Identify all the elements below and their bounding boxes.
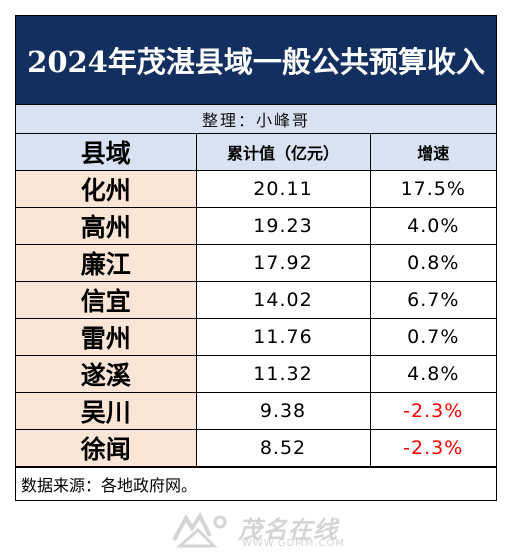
region-cell: 高州 xyxy=(16,207,197,245)
watermark-url: WWW.GDMM.COM xyxy=(242,538,346,549)
value-cell: 8.52 xyxy=(195,429,371,467)
column-header-region: 县域 xyxy=(16,134,197,171)
table-row: 徐闻 8.52 -2.3% xyxy=(16,429,496,467)
growth-cell: 4.8% xyxy=(369,355,496,393)
column-header-value: 累计值（亿元） xyxy=(195,134,371,171)
region-cell: 遂溪 xyxy=(16,355,197,393)
table-row: 吴川 9.38 -2.3% xyxy=(16,392,496,430)
growth-cell: -2.3% xyxy=(369,429,496,467)
data-table: 县域 累计值（亿元） 增速 化州 20.11 17.5% 高州 19.23 4.… xyxy=(16,134,496,467)
growth-cell: 17.5% xyxy=(369,170,496,208)
value-cell: 19.23 xyxy=(195,207,371,245)
watermark-logo-icon xyxy=(172,512,227,548)
budget-table-sheet: 2024年茂湛县域一般公共预算收入 整理：小峰哥 县域 累计值（亿元） 增速 化… xyxy=(15,15,497,501)
region-cell: 廉江 xyxy=(16,244,197,282)
source-note: 数据来源：各地政府网。 xyxy=(16,467,496,500)
watermark: 茂名在线 WWW.GDMM.COM xyxy=(170,510,360,552)
value-cell: 9.38 xyxy=(195,392,371,430)
table-row: 遂溪 11.32 4.8% xyxy=(16,355,496,393)
credit-line: 整理：小峰哥 xyxy=(16,105,496,134)
growth-cell: 4.0% xyxy=(369,207,496,245)
value-cell: 20.11 xyxy=(195,170,371,208)
table-row: 信宜 14.02 6.7% xyxy=(16,281,496,319)
table-header-row: 县域 累计值（亿元） 增速 xyxy=(16,134,496,171)
growth-cell: 6.7% xyxy=(369,281,496,319)
region-cell: 化州 xyxy=(16,170,197,208)
table-row: 雷州 11.76 0.7% xyxy=(16,318,496,356)
value-cell: 11.32 xyxy=(195,355,371,393)
region-cell: 信宜 xyxy=(16,281,197,319)
growth-cell: 0.7% xyxy=(369,318,496,356)
column-header-growth: 增速 xyxy=(369,134,496,171)
table-row: 廉江 17.92 0.8% xyxy=(16,244,496,282)
growth-cell: -2.3% xyxy=(369,392,496,430)
growth-cell: 0.8% xyxy=(369,244,496,282)
value-cell: 14.02 xyxy=(195,281,371,319)
table-row: 高州 19.23 4.0% xyxy=(16,207,496,245)
region-cell: 雷州 xyxy=(16,318,197,356)
table-row: 化州 20.11 17.5% xyxy=(16,170,496,208)
region-cell: 吴川 xyxy=(16,392,197,430)
value-cell: 17.92 xyxy=(195,244,371,282)
value-cell: 11.76 xyxy=(195,318,371,356)
page-title: 2024年茂湛县域一般公共预算收入 xyxy=(16,16,496,105)
region-cell: 徐闻 xyxy=(16,429,197,467)
watermark-brand: 茂名在线 xyxy=(238,516,338,544)
